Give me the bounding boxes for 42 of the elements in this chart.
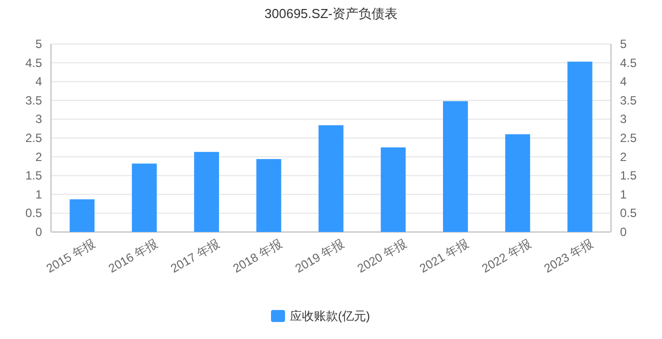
x-tick-label: 2019 年报 [292,236,346,276]
y-tick-label: 2.5 [25,131,42,145]
y-tick-label: 0.5 [25,206,42,220]
y2-tick-label: 0.5 [620,206,638,220]
x-tick-label: 2022 年报 [479,236,534,276]
y-tick-label: 2 [35,150,42,164]
y-tick-label: 1 [35,187,42,202]
x-tick-label: 2016 年报 [106,236,160,276]
bar [318,125,344,232]
y-tick-label: 3.5 [25,93,42,108]
y2-tick-label: 5 [620,37,627,51]
y-tick-label: 3 [35,112,42,126]
y-tick-label: 5 [35,37,42,51]
y2-tick-label: 3.5 [620,93,638,108]
x-tick-label: 2015 年报 [44,236,98,276]
bar [70,199,95,232]
y2-tick-label: 4.5 [620,56,638,70]
legend-label: 应收账款(亿元) [290,309,370,323]
y-tick-label: 0 [35,225,42,239]
y2-tick-label: 1.5 [620,168,638,183]
bar [380,147,406,232]
y-tick-label: 4.5 [25,56,42,70]
bar [505,134,530,232]
chart-title: 300695.SZ-资产负债表 [264,6,398,21]
y2-tick-label: 3 [620,112,627,126]
bar [256,159,282,232]
x-tick-label: 2017 年报 [168,236,222,276]
y2-tick-label: 2 [620,150,627,164]
y-tick-label: 4 [35,74,42,89]
bar [132,164,157,232]
x-tick-label: 2021 年报 [417,236,471,276]
y2-tick-label: 1 [620,187,627,202]
bar [194,152,219,232]
x-tick-label: 2018 年报 [230,236,284,276]
y2-tick-label: 2.5 [620,131,638,145]
y-tick-label: 1.5 [25,168,42,183]
y2-tick-label: 4 [620,74,627,89]
bar [567,62,592,232]
x-tick-label: 2023 年报 [542,236,596,276]
bar [443,101,468,232]
x-tick-label: 2020 年报 [354,236,409,276]
y2-tick-label: 0 [620,225,627,239]
